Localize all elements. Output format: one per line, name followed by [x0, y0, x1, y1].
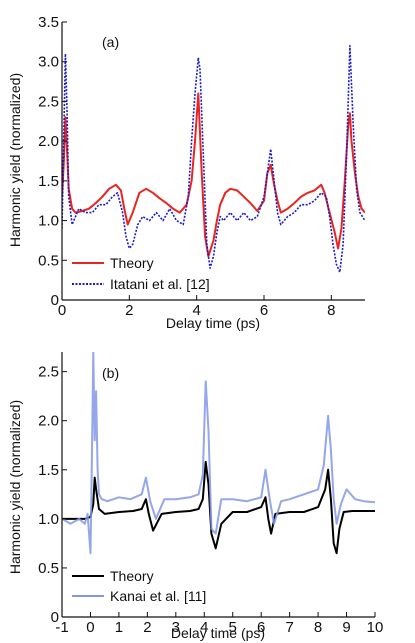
panel-a-y-tick-label: 1.0 — [38, 213, 59, 230]
panel-b-x-tick-label: 10 — [367, 619, 384, 636]
panel-a-x-tick-label: 2 — [125, 302, 133, 319]
panel-a-y-tick-label: 3.5 — [38, 14, 59, 31]
panel-b-y-tick-label: 1.0 — [38, 511, 59, 528]
panel-b-x-tick-label: 8 — [314, 619, 322, 636]
panel-b-x-tick-label: 0 — [86, 619, 94, 636]
panel-b-series-1-line — [62, 460, 375, 555]
panel-b-x-tick-label: 4 — [200, 619, 208, 636]
panel-b-x-tick-label: 6 — [257, 619, 265, 636]
panel-a-y-tick-label: 2.5 — [38, 93, 59, 110]
panel-a-label: (a) — [102, 34, 119, 50]
panel-a-series-1-line — [62, 92, 365, 258]
panel-b-x-tick-label: -1 — [55, 619, 68, 636]
panel-a-x-tick-label: 6 — [260, 302, 268, 319]
panel-b-x-axis-label: Delay time (ps) — [171, 625, 265, 641]
panel-a-y-tick-label: 0.5 — [38, 252, 59, 269]
panel-b-x-tick-label: 7 — [285, 619, 293, 636]
panel-b-x-tick-label: 2 — [143, 619, 151, 636]
panel-b-y-tick-label: 2.0 — [38, 413, 59, 430]
panel-b-x-tick-label: 5 — [229, 619, 237, 636]
panel-b-y-tick-label: 0 — [51, 609, 59, 626]
panel-a-y-tick-label: 1.5 — [38, 173, 59, 190]
panel-a-y-tick-label: 2.0 — [38, 133, 59, 150]
panel-b-x-tick-label: 3 — [172, 619, 180, 636]
panel-b-label: (b) — [102, 365, 119, 381]
panel-a-x-tick-label: 4 — [192, 302, 200, 319]
panel-b-y-tick-label: 2.5 — [38, 364, 59, 381]
panel-a-legend-label-1: Theory — [110, 255, 154, 271]
panel-b-series-2-line — [62, 352, 375, 555]
panel-b-x-tick-label: 9 — [342, 619, 350, 636]
panel-b-series-group — [62, 352, 375, 555]
panel-b-x-tick-label: 1 — [115, 619, 123, 636]
panel-b-y-axis-label: Harmonic yield (normalized) — [7, 400, 23, 574]
panel-b-y-tick-label: 0.5 — [38, 560, 59, 577]
panel-a-legend-label-2: Itatani et al. [12] — [110, 276, 210, 292]
panel-a-y-axis-label: Harmonic yield (normalized) — [7, 73, 23, 247]
panel-a-chart: 0 2 4 6 8 0 0.5 1.0 1.5 2.0 2.5 3.0 3.5 Delay time (p… — [7, 14, 365, 331]
panel-a-series-group — [62, 44, 365, 274]
panel-a-x-axis-label: Delay time (ps) — [166, 315, 260, 331]
panel-a-y-tick-label: 3.0 — [38, 54, 59, 71]
panel-a-y-tick-label: 0 — [51, 292, 59, 309]
panel-b-y-tick-label: 1.5 — [38, 462, 59, 479]
panel-a-x-tick-label: 8 — [327, 302, 335, 319]
panel-a-series-2-line — [62, 44, 365, 274]
panel-b-legend-label-1: Theory — [110, 568, 154, 584]
panel-a-x-tick-label: 0 — [58, 302, 66, 319]
panel-b-legend-label-2: Kanai et al. [11] — [110, 588, 206, 604]
